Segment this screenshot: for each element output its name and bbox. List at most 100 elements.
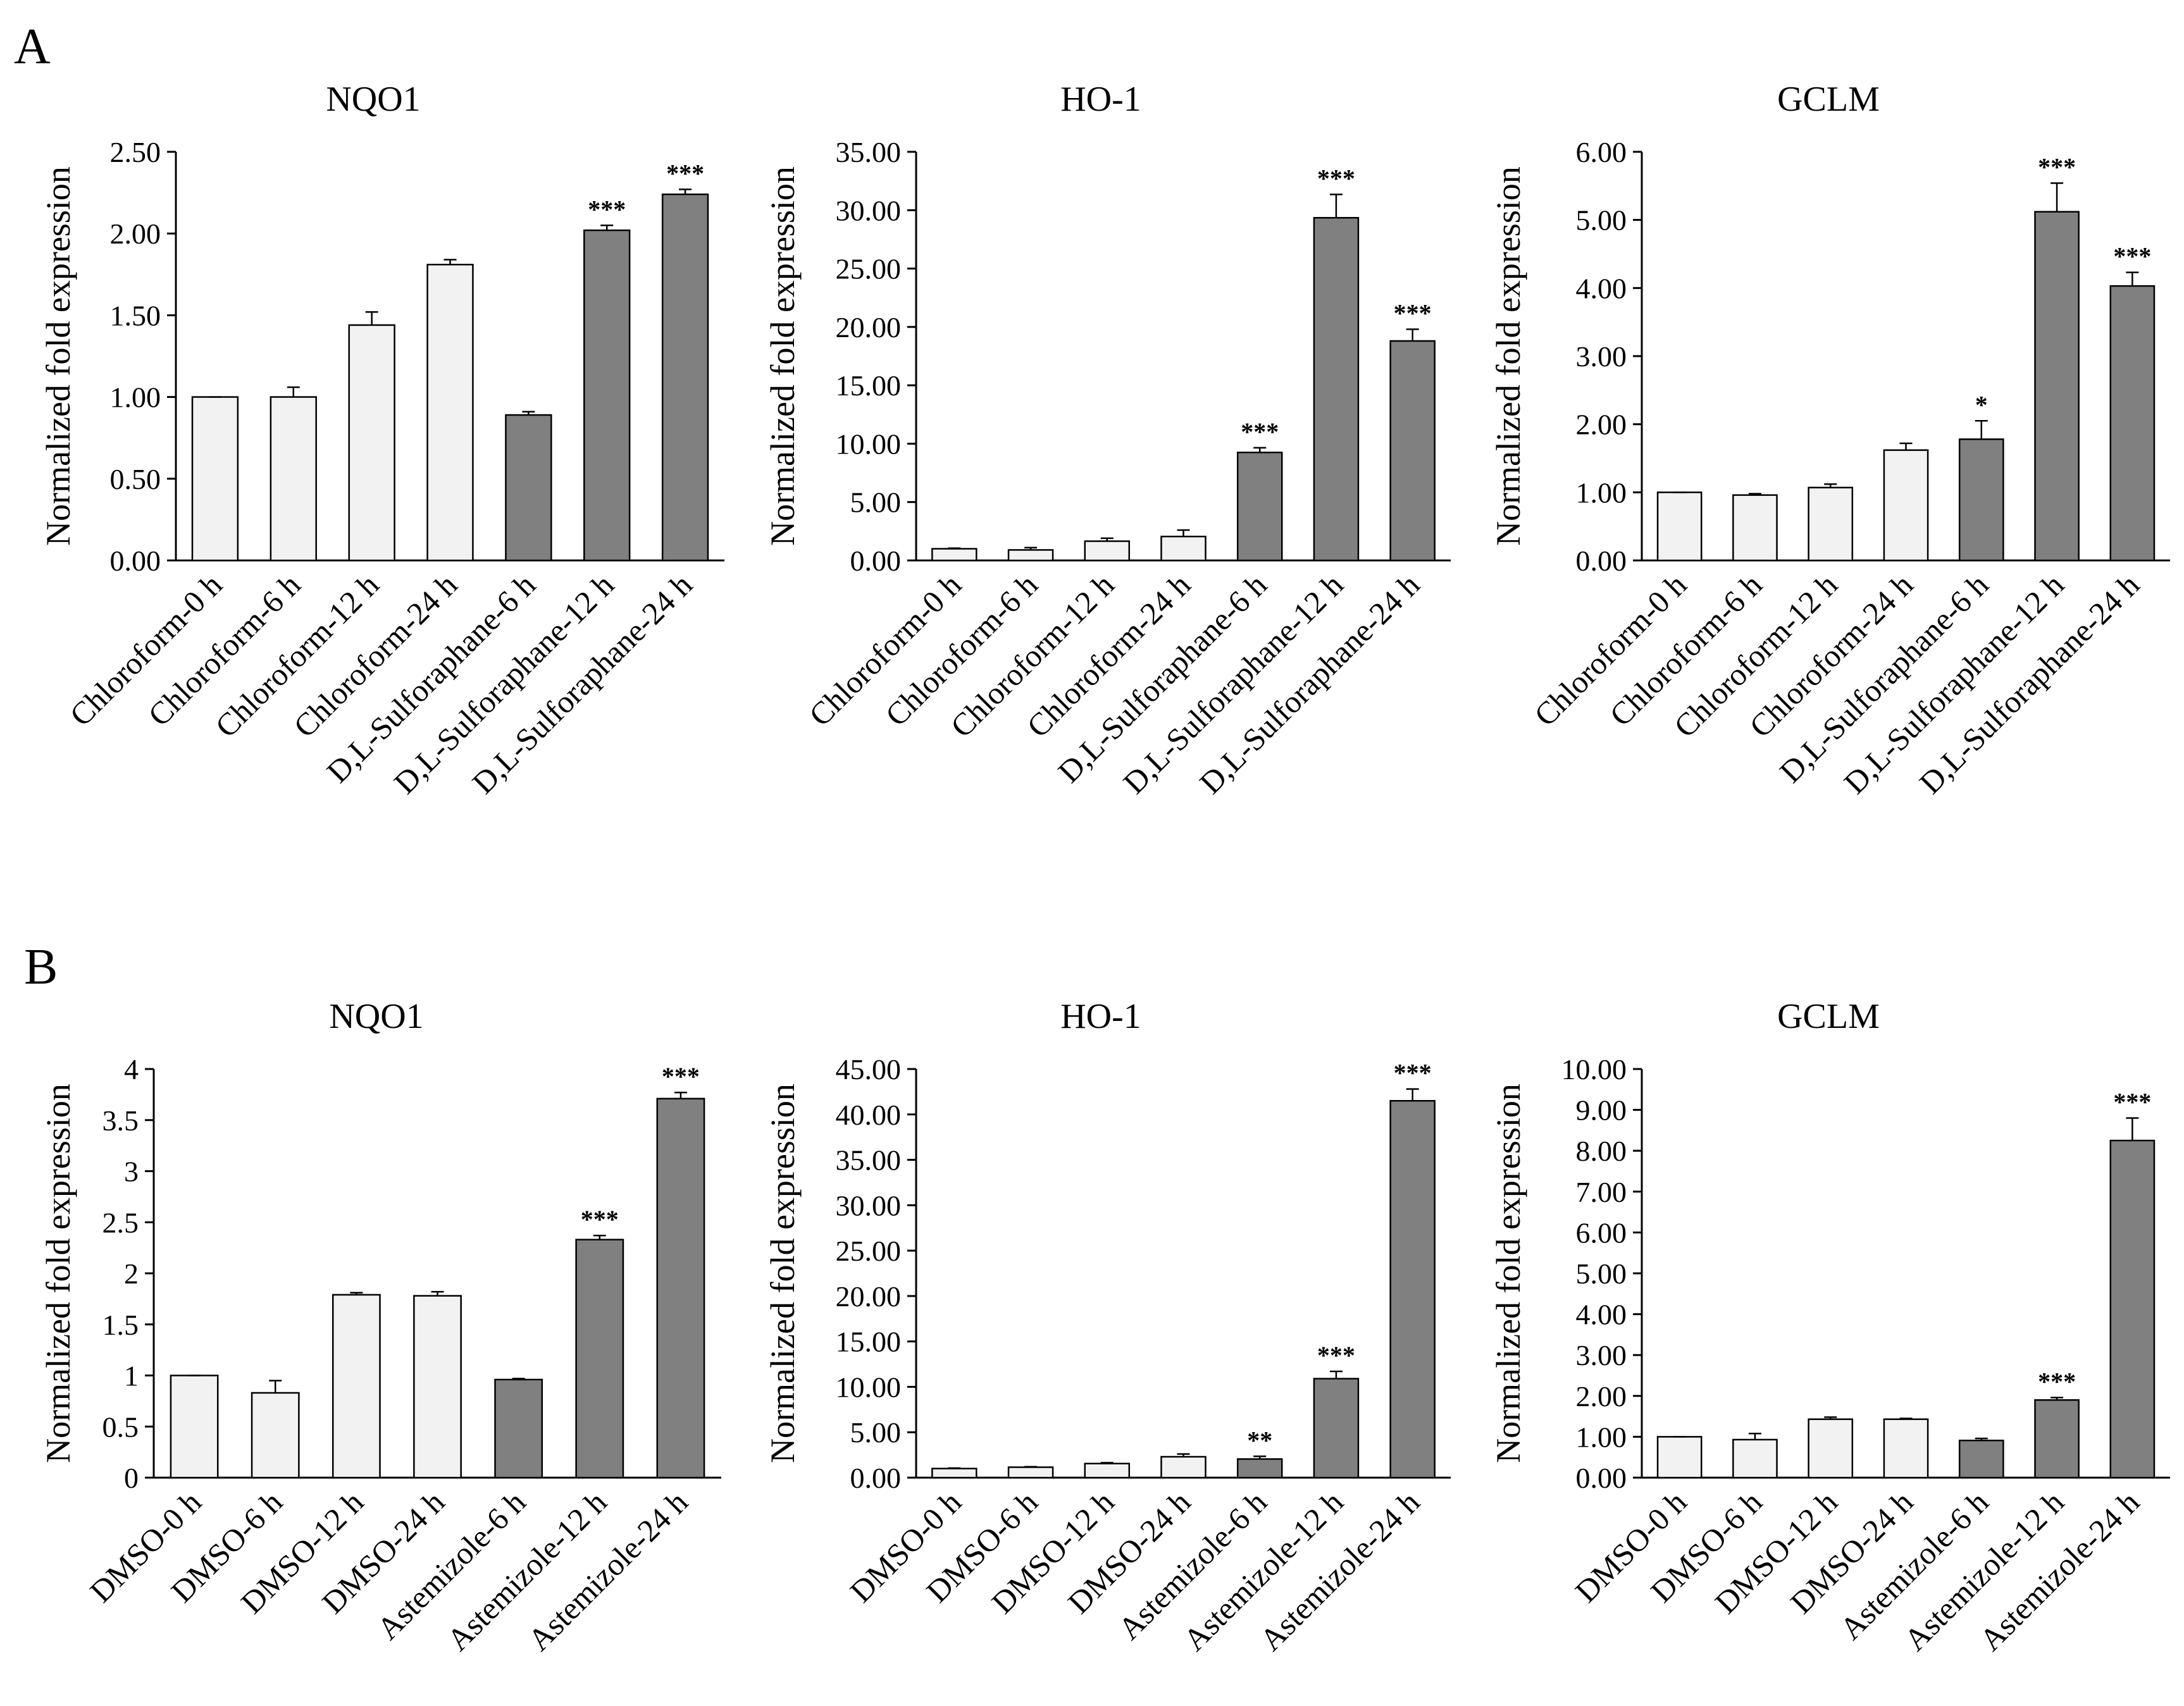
chart-title: NQO1 [326, 80, 420, 119]
significance-marker: *** [588, 195, 626, 223]
y-tick-label: 7.00 [1576, 1176, 1627, 1208]
bar [332, 1294, 381, 1479]
significance-marker: *** [662, 1062, 700, 1091]
y-tick-label: 10.00 [1561, 1053, 1627, 1085]
bar [2109, 1139, 2156, 1479]
y-tick-label: 8.00 [1576, 1135, 1627, 1167]
bar [1084, 540, 1131, 562]
error-bar [2051, 182, 2064, 212]
error-bar [350, 1292, 363, 1295]
bar [1236, 1458, 1283, 1479]
y-tick-label: 9.00 [1576, 1094, 1627, 1127]
error-bar [512, 1378, 525, 1380]
significance-marker: *** [1394, 1059, 1432, 1087]
error-bar [365, 311, 378, 325]
y-tick-label: 5.00 [850, 1416, 902, 1449]
bar [931, 548, 977, 562]
y-tick-label: 0.00 [1576, 1462, 1627, 1494]
bar [2034, 1399, 2080, 1479]
error-bar [2051, 1397, 2064, 1400]
chart-a-gclm: GCLM Normalized fold expression 0.00 1.00 2.… [1489, 80, 2170, 801]
bar [191, 396, 239, 562]
error-bar [600, 225, 614, 231]
significance-marker: *** [581, 1205, 619, 1233]
y-tick-label: 2.00 [1576, 409, 1627, 441]
bar [583, 229, 631, 562]
bar [413, 1295, 462, 1479]
error-bar [1975, 420, 1988, 440]
bar [505, 414, 552, 562]
bar [270, 396, 317, 562]
error-bar [1748, 1432, 1761, 1440]
bar [1732, 1438, 1778, 1479]
y-tick-label: 0.00 [110, 545, 161, 577]
chart-title: GCLM [1777, 80, 1880, 119]
bar [1236, 452, 1283, 562]
y-tick-label: 4 [124, 1053, 139, 1085]
error-bar [1177, 1453, 1190, 1457]
y-tick-label: 1.00 [110, 381, 161, 414]
bar [1313, 217, 1360, 562]
error-bar [1100, 537, 1114, 541]
significance-marker: *** [666, 159, 704, 187]
y-tick-label: 6.00 [1576, 136, 1627, 168]
y-tick-label: 4.00 [1576, 1299, 1627, 1331]
significance-marker: *** [2038, 153, 2076, 182]
chart-title: NQO1 [329, 997, 423, 1036]
y-tick-label: 10.00 [836, 1371, 902, 1403]
y-tick-label: 2.00 [1576, 1380, 1627, 1412]
bar [1958, 1439, 2004, 1479]
error-bar [2126, 271, 2139, 287]
panel-b-label: B [24, 939, 58, 995]
bar [656, 1097, 705, 1479]
error-bar [1975, 1437, 1988, 1441]
bar [2034, 211, 2080, 562]
y-axis-label: Normalized fold expression [1489, 166, 1527, 546]
y-tick-label: 1 [124, 1360, 139, 1392]
y-axis-label: Normalized fold expression [39, 166, 77, 546]
y-tick-label: 15.00 [836, 1326, 902, 1358]
bar [1732, 494, 1778, 562]
bar [170, 1375, 219, 1479]
significance-marker: *** [1241, 417, 1279, 446]
y-tick-label: 2.5 [102, 1206, 139, 1239]
y-tick-label: 5.00 [850, 486, 902, 519]
significance-marker: *** [2113, 1088, 2151, 1116]
bar [1389, 340, 1436, 562]
y-tick-label: 0.00 [850, 545, 902, 577]
bar [2109, 285, 2156, 562]
y-tick-label: 3.00 [1576, 340, 1627, 373]
y-tick-label: 20.00 [836, 1280, 902, 1313]
y-tick-label: 5.00 [1576, 204, 1627, 237]
y-tick-label: 5.00 [1576, 1258, 1627, 1290]
chart-title: HO-1 [1060, 997, 1141, 1036]
y-tick-label: 10.00 [836, 428, 902, 460]
bar [1007, 549, 1054, 562]
significance-marker: *** [1317, 1341, 1355, 1369]
bar [1656, 491, 1703, 562]
y-tick-label: 30.00 [836, 1189, 902, 1221]
y-axis-label: Normalized fold expression [764, 166, 802, 546]
bar [494, 1378, 543, 1479]
error-bar [2126, 1117, 2139, 1141]
y-tick-label: 2.50 [110, 136, 161, 168]
y-tick-label: 25.00 [836, 1235, 902, 1267]
y-tick-label: 3.00 [1576, 1339, 1627, 1371]
significance-marker: * [1975, 390, 1988, 419]
y-tick-label: 45.00 [836, 1053, 902, 1085]
error-bar [1253, 447, 1267, 453]
chart-title: HO-1 [1060, 80, 1141, 119]
y-tick-label: 0.50 [110, 463, 161, 495]
y-tick-label: 30.00 [836, 194, 902, 226]
significance-marker: *** [1317, 164, 1355, 192]
y-axis-label: Normalized fold expression [1489, 1084, 1527, 1463]
bar [348, 324, 395, 562]
charts-container: NQO1 Normalized fold expression 0.00 0.50 1.… [39, 80, 2170, 1657]
error-bar [1748, 493, 1761, 495]
chart-b-ho1: HO-1 Normalized fold expression 0.00 5.00 10… [764, 997, 1451, 1657]
y-tick-label: 4.00 [1576, 272, 1627, 304]
y-tick-label: 0.00 [850, 1462, 902, 1494]
error-bar [593, 1234, 606, 1240]
y-tick-label: 35.00 [836, 1144, 902, 1177]
